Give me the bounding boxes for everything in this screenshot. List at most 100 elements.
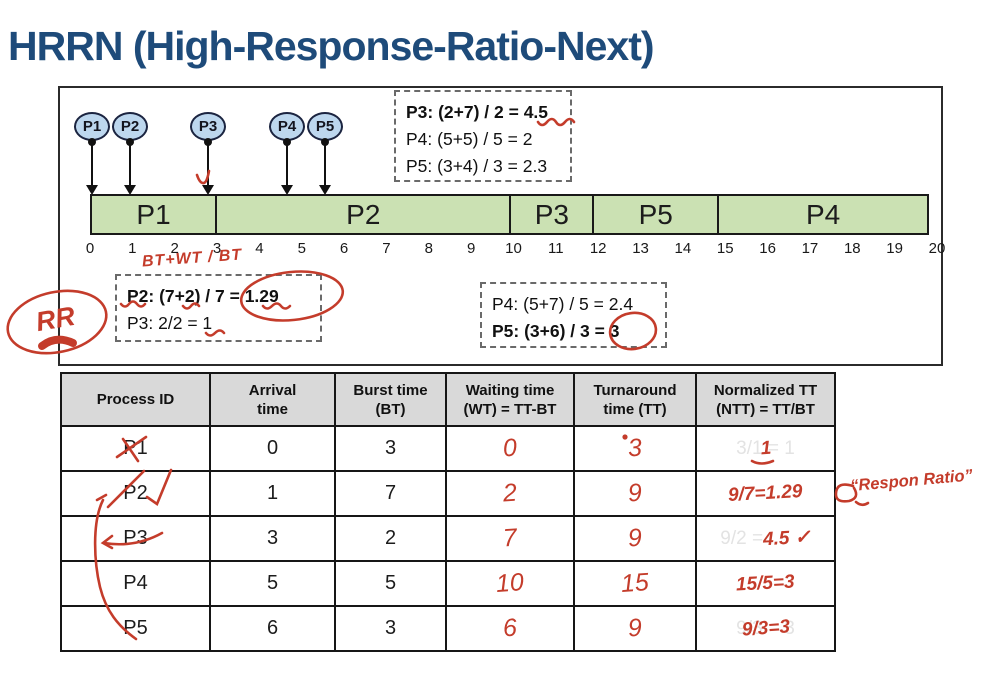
turnaround-time-cell: 9	[573, 515, 697, 562]
time-tick-4: 4	[255, 240, 264, 257]
handwritten-tt: 9	[627, 478, 643, 508]
gantt-segment-p3: P3	[509, 194, 595, 235]
burst-time-cell: 5	[334, 560, 447, 607]
waiting-time-cell: 7	[445, 515, 575, 562]
arrival-time-cell: 1	[209, 470, 336, 517]
normalized-tt-cell: 9/2 = 4.5 ✓	[695, 515, 836, 562]
arrival-arrow-stem	[286, 141, 288, 186]
waiting-time-cell: 2	[445, 470, 575, 517]
burst-time-cell: 3	[334, 425, 447, 472]
column-header: Process ID	[60, 372, 211, 427]
gantt-chart: P1 P2 P3 P5 P4	[90, 194, 929, 235]
process-table-body: P1 0 3 0 3 3/1 = 1 1 P2 1 7 2 9 9/7=1.29 P3 3 2 7 9 9/2 = …	[60, 425, 836, 652]
column-header: Waiting time (WT) = TT-BT	[445, 372, 575, 427]
handwritten-wt: 6	[502, 613, 518, 643]
arrival-arrow-stem	[91, 141, 93, 186]
turnaround-time-cell: 15	[573, 560, 697, 607]
time-tick-18: 18	[843, 240, 861, 257]
process-id-cell: P1	[60, 425, 211, 472]
time-tick-14: 14	[674, 240, 692, 257]
time-tick-19: 19	[886, 240, 903, 257]
time-tick-13: 13	[632, 240, 649, 257]
arrival-time-cell: 6	[209, 605, 336, 652]
faint-printed-ntt: 9/3 = 3	[736, 618, 795, 639]
handwritten-tt: 15	[620, 568, 650, 598]
time-tick-0: 0	[85, 240, 95, 257]
arrival-arrow-head	[124, 185, 136, 195]
turnaround-time-cell: 3	[573, 425, 697, 472]
process-id-cell: P5	[60, 605, 211, 652]
process-circle-p5: P5	[307, 112, 343, 141]
handwritten-tt: 9	[627, 523, 643, 553]
gantt-segment-p1: P1	[90, 194, 218, 235]
table-row-p2: P2 1 7 2 9 9/7=1.29	[60, 470, 836, 517]
formula-box-p2-p3: P2: (7+2) / 7 = 1.29 P3: 2/2 = 1	[115, 274, 322, 342]
time-tick-6: 6	[339, 240, 349, 257]
process-id-cell: P2	[60, 470, 211, 517]
column-header: Normalized TT (NTT) = TT/BT	[695, 372, 836, 427]
handwritten-wt: 10	[495, 568, 525, 598]
process-circle-p2: P2	[112, 112, 148, 141]
scheduling-diagram-panel: P1 P2 P3 P4 P5 P1 P2 P3 P5 P4 0 1 2 3 4 5 6 7 8 9 10 11 12 13…	[58, 86, 945, 366]
time-tick-1: 1	[128, 240, 137, 257]
gantt-segment-p2: P2	[215, 194, 512, 235]
time-tick-9: 9	[466, 240, 476, 257]
handwritten-ntt: 4.5 ✓	[762, 526, 812, 551]
table-row-p3: P3 3 2 7 9 9/2 = 4.5 ✓	[60, 515, 836, 562]
arrival-arrow-head	[281, 185, 293, 195]
table-row-p4: P4 5 5 10 15 15/5=3	[60, 560, 836, 607]
time-tick-15: 15	[716, 240, 734, 257]
normalized-tt-cell: 9/7=1.29	[695, 470, 836, 517]
handwritten-wt: 7	[502, 523, 518, 553]
handwritten-ntt: 15/5=3	[735, 571, 796, 596]
handwritten-wt: 0	[502, 433, 518, 463]
gantt-segment-p5: P5	[592, 194, 720, 235]
handwritten-ntt: 9/7=1.29	[727, 481, 804, 506]
arrival-arrow-stem	[129, 141, 131, 186]
time-tick-7: 7	[382, 240, 391, 257]
waiting-time-cell: 10	[445, 560, 575, 607]
arrival-arrow-head	[319, 185, 331, 195]
waiting-time-cell: 6	[445, 605, 575, 652]
formula-line: P3: 2/2 = 1	[127, 313, 213, 333]
formula-line: P4: (5+5) / 5 = 2	[406, 129, 533, 149]
time-tick-8: 8	[424, 240, 433, 257]
time-tick-16: 16	[759, 240, 776, 257]
waiting-time-cell: 0	[445, 425, 575, 472]
handwritten-response-ratio-note: “Respon Ratio”	[849, 466, 974, 496]
time-tick-3: 3	[212, 240, 222, 257]
process-circle-p1: P1	[74, 112, 110, 141]
arrival-arrow-head	[86, 185, 98, 195]
formula-line: P3: (2+7) / 2 = 4.5	[406, 102, 549, 122]
handwritten-ntt: 9/3=3	[740, 615, 791, 641]
formula-box-p3-p4-p5: P3: (2+7) / 2 = 4.5 P4: (5+5) / 5 = 2 P5: …	[394, 90, 572, 182]
time-tick-17: 17	[801, 240, 819, 257]
process-table: Process ID Arrival time Burst time (BT) Wai…	[60, 372, 836, 652]
process-circle-p3: P3	[190, 112, 226, 141]
time-tick-5: 5	[297, 240, 306, 257]
turnaround-time-cell: 9	[573, 470, 697, 517]
gantt-segment-p4: P4	[717, 194, 929, 235]
process-id-cell: P3	[60, 515, 211, 562]
formula-box-p4-p5: P4: (5+7) / 5 = 2.4 P5: (3+6) / 3 = 3	[480, 282, 667, 348]
arrival-time-cell: 3	[209, 515, 336, 562]
time-tick-2: 2	[170, 240, 179, 257]
arrival-arrow-head	[202, 185, 214, 195]
handwritten-wt: 2	[502, 478, 518, 508]
normalized-tt-cell: 15/5=3	[695, 560, 836, 607]
burst-time-cell: 7	[334, 470, 447, 517]
arrival-time-cell: 0	[209, 425, 336, 472]
process-table-header: Process ID Arrival time Burst time (BT) Wai…	[60, 372, 836, 427]
time-tick-12: 12	[589, 240, 607, 257]
formula-line: P2: (7+2) / 7 = 1.29	[127, 286, 279, 306]
faint-printed-ntt: 9/2 =	[720, 528, 764, 549]
arrival-arrow-stem	[207, 141, 209, 186]
handwritten-tt: 3	[627, 433, 643, 463]
process-circle-p4: P4	[269, 112, 305, 141]
column-header: Turnaround time (TT)	[573, 372, 697, 427]
time-tick-20: 20	[928, 240, 946, 257]
burst-time-cell: 2	[334, 515, 447, 562]
arrival-arrow-stem	[324, 141, 326, 186]
